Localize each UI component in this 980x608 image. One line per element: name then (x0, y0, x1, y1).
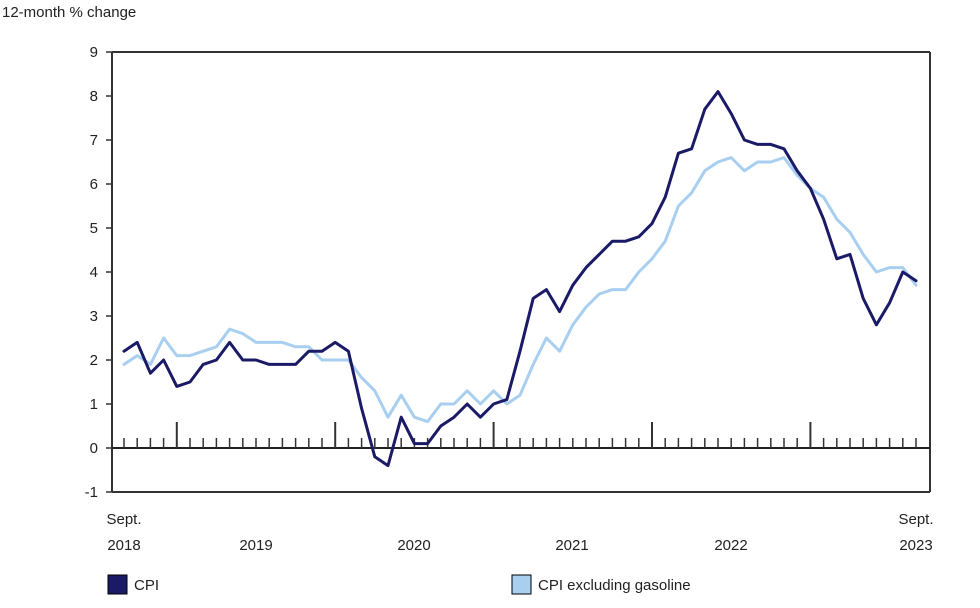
x-year-label-2020: 2020 (397, 537, 430, 554)
legend-item-cpi: CPI (107, 574, 159, 595)
y-tick-label: 6 (90, 176, 98, 193)
legend-label-cpi-excluding-gasoline: CPI excluding gasoline (538, 577, 691, 594)
x-year-label-2022: 2022 (714, 537, 747, 554)
y-axis-title: 12-month % change (2, 4, 136, 21)
legend-swatch-cpi-excluding-gasoline (511, 574, 532, 595)
y-tick-label: 8 (90, 88, 98, 105)
series-lines (122, 90, 918, 468)
legend-item-cpi-excluding-gasoline: CPI excluding gasoline (511, 574, 691, 595)
y-tick-label: -1 (85, 484, 98, 501)
legend-swatch-cpi (107, 574, 128, 595)
x-year-label-2019: 2019 (239, 537, 272, 554)
legend-label-cpi: CPI (134, 577, 159, 594)
plot-frame (111, 51, 931, 493)
y-tick-label: 7 (90, 132, 98, 149)
y-tick-label: 9 (90, 44, 98, 61)
series-line-cpi (122, 90, 918, 468)
x-axis-labels: Sept. 2018 2019 2020 2021 2022 Sept. 202… (106, 511, 933, 554)
y-tick-label: 3 (90, 308, 98, 325)
x-axis (123, 422, 917, 448)
x-start-label-year: 2018 (107, 537, 140, 554)
y-tick-label: 5 (90, 220, 98, 237)
series-line-cpi-excluding-gasoline (122, 156, 918, 424)
x-end-label-year: 2023 (899, 537, 932, 554)
y-axis: 9 8 7 6 5 4 3 2 1 0 -1 (85, 44, 112, 501)
y-tick-label: 2 (90, 352, 98, 369)
x-end-label-month: Sept. (898, 511, 933, 528)
y-tick-label: 4 (90, 264, 98, 281)
x-start-label-month: Sept. (106, 511, 141, 528)
y-tick-label: 0 (90, 440, 98, 457)
x-year-label-2021: 2021 (555, 537, 588, 554)
y-tick-label: 1 (90, 396, 98, 413)
legend: CPI CPI excluding gasoline (107, 574, 691, 595)
